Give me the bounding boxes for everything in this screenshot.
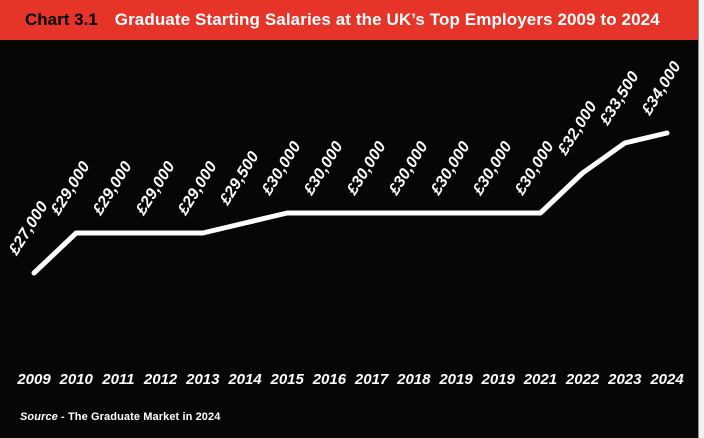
x-axis-label: 2024 <box>650 371 684 388</box>
x-axis-label: 2022 <box>565 371 600 388</box>
source-text: - The Graduate Market in 2024 <box>57 411 221 423</box>
x-axis-label: 2009 <box>17 371 51 388</box>
x-axis-label: 2023 <box>608 371 642 388</box>
x-axis-label: 2012 <box>143 371 178 388</box>
salary-trend-line <box>31 130 670 276</box>
page-title: Graduate Starting Salaries at the UK’s T… <box>114 10 660 29</box>
x-axis-label: 2013 <box>186 371 220 388</box>
page-margin-strip <box>698 0 704 438</box>
x-axis-label: 2016 <box>312 371 347 388</box>
chart-header: Chart 3.1 Graduate Starting Salaries at … <box>0 0 698 40</box>
x-axis-label: 2014 <box>228 371 262 388</box>
x-axis-label: 2010 <box>59 371 93 388</box>
chart-number-label: Chart 3.1 <box>25 10 98 29</box>
x-axis-label: 2018 <box>397 371 431 388</box>
x-axis-label: 2017 <box>354 371 389 388</box>
x-axis-label: 2011 <box>102 371 135 388</box>
x-axis-label: 2019 <box>439 371 473 388</box>
source-word: Source <box>20 411 58 423</box>
x-axis-label: 2019 <box>481 371 515 388</box>
source-note: Source - The Graduate Market in 2024 <box>20 411 220 423</box>
x-axis-label: 2021 <box>523 371 558 388</box>
x-axis-label: 2015 <box>270 371 304 388</box>
